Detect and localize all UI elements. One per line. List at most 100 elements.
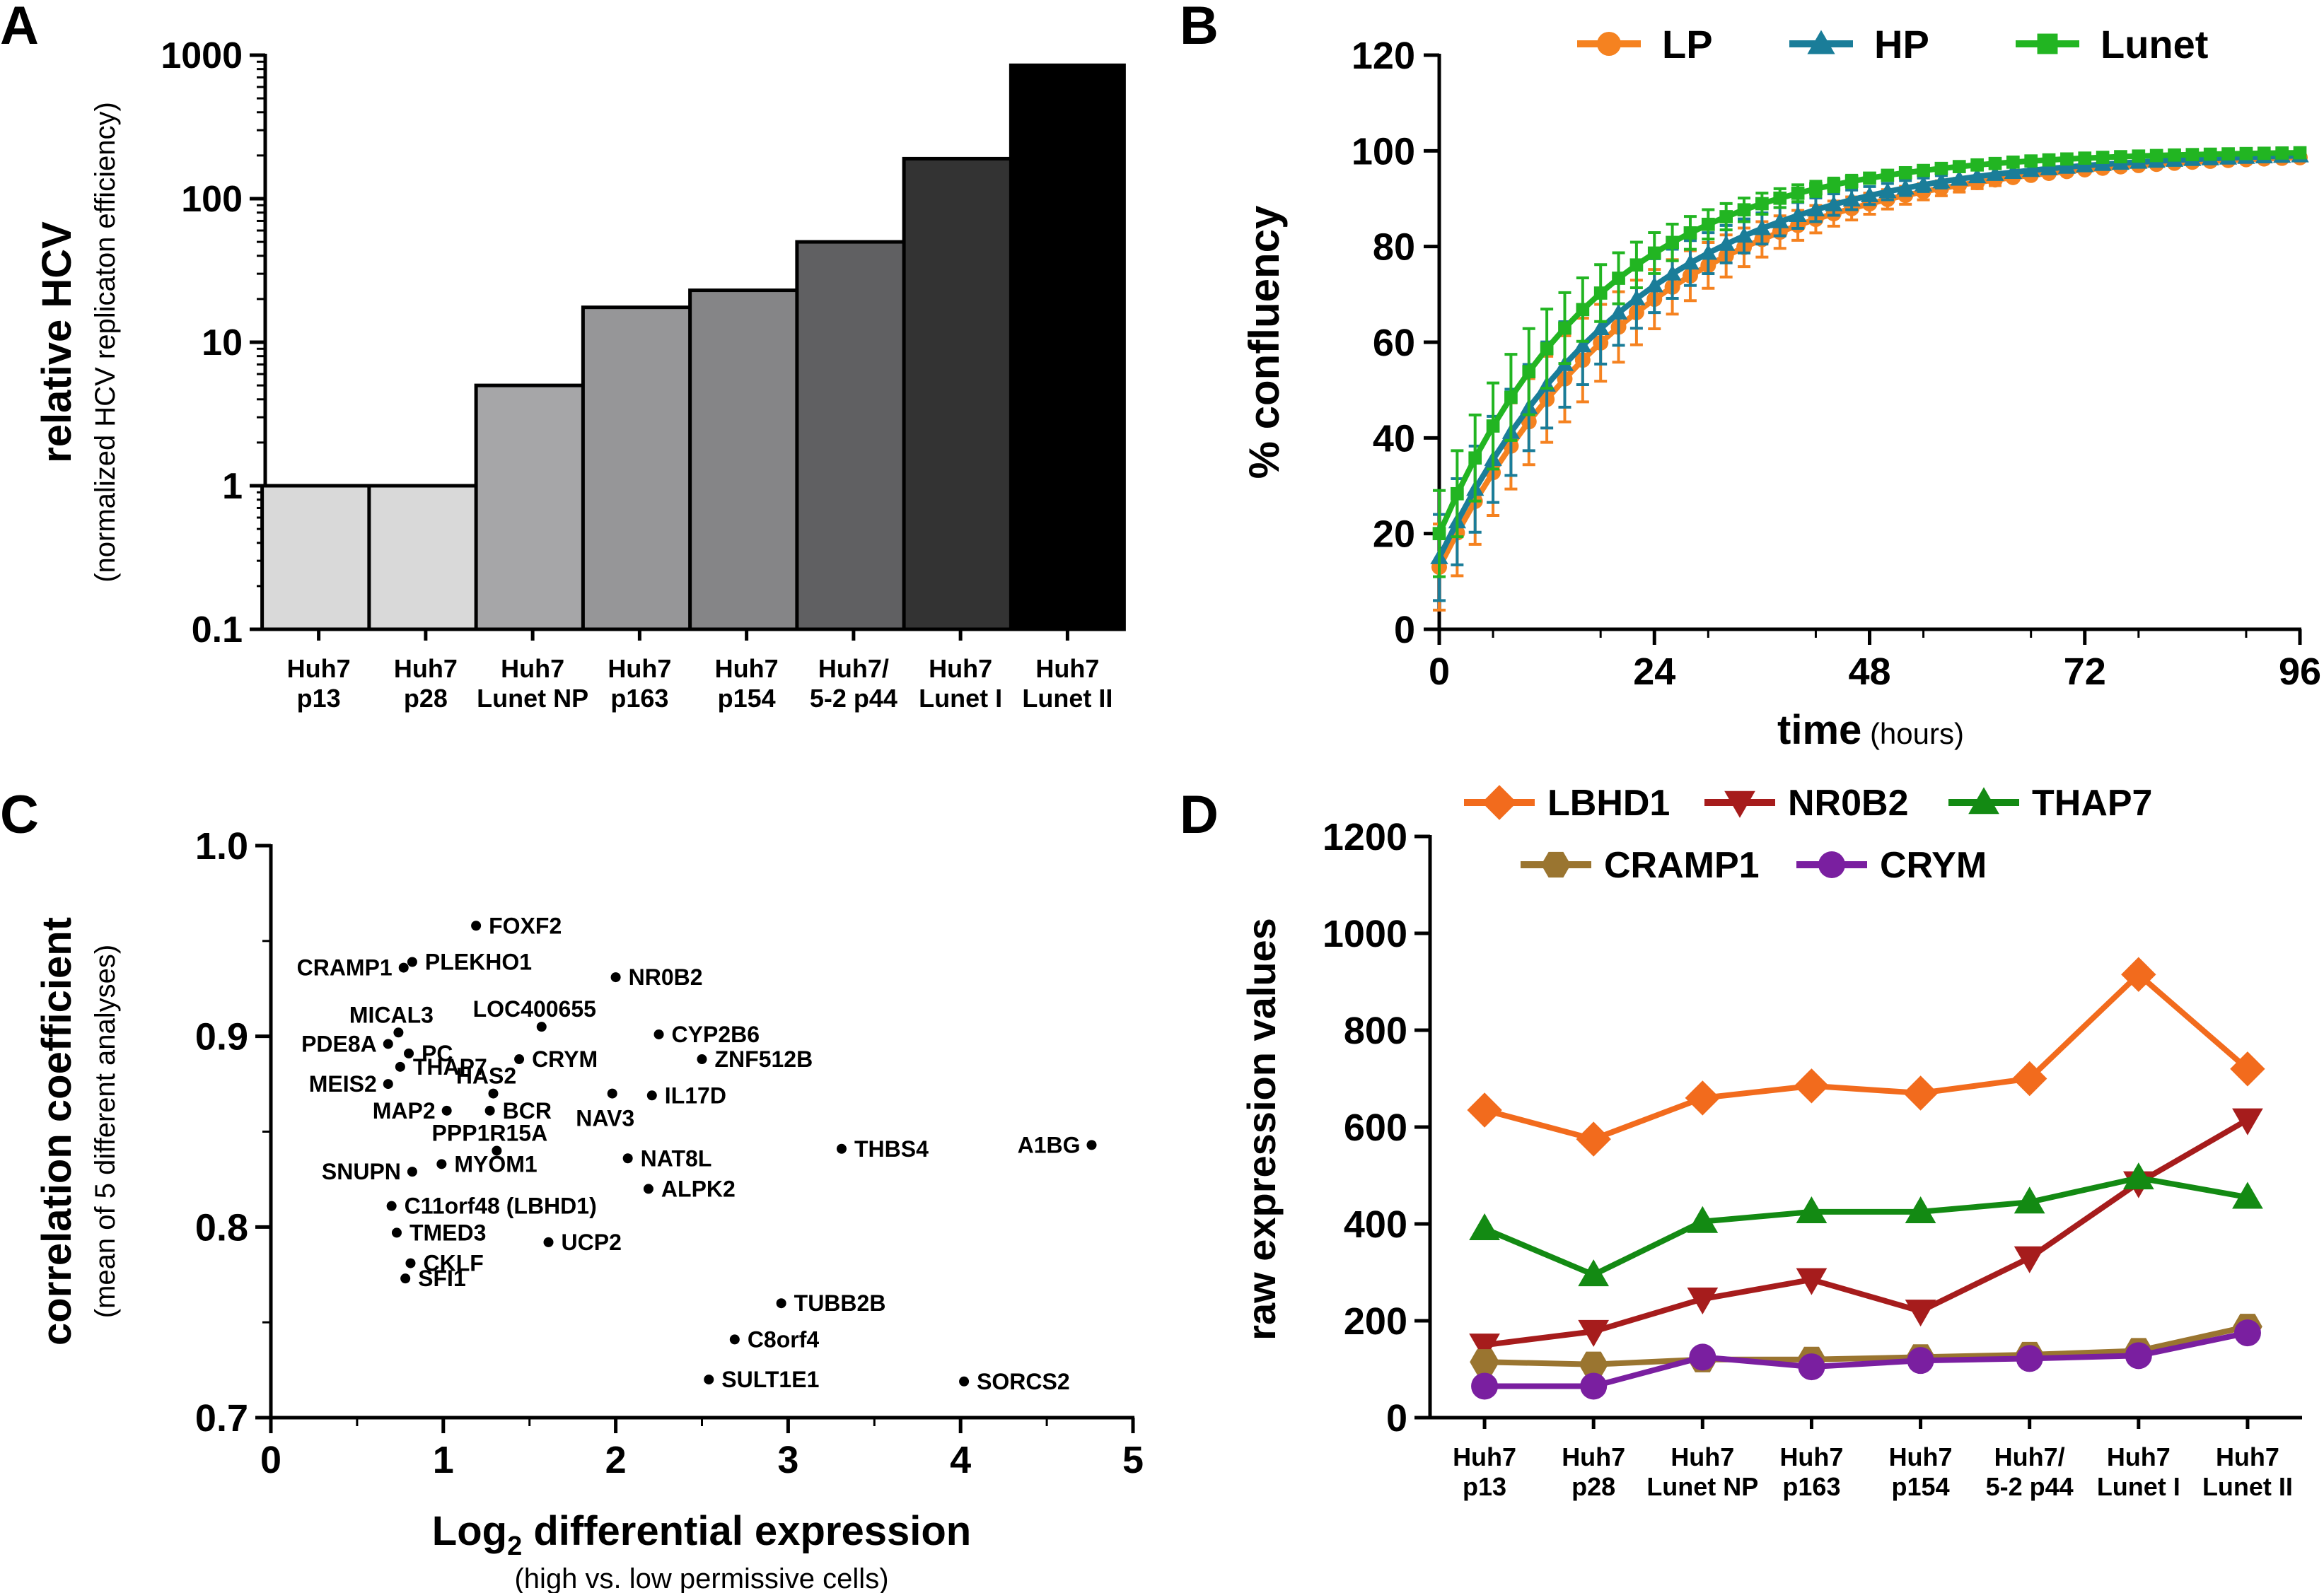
point-label: NAT8L — [641, 1145, 712, 1171]
y-tick-label: 400 — [1344, 1203, 1407, 1246]
data-point — [2078, 151, 2092, 165]
data-point — [1687, 1206, 1719, 1233]
data-point — [1593, 286, 1608, 300]
data-point — [643, 1184, 653, 1194]
point-label: THAP7 — [413, 1054, 487, 1080]
data-point — [1755, 197, 1769, 211]
data-point — [1663, 264, 1682, 281]
data-point — [1432, 527, 1446, 541]
data-point — [1486, 419, 1500, 433]
x-tick-label: 5 — [1122, 1439, 1144, 1481]
x-tick-label: Huh7 — [2216, 1442, 2279, 1471]
bar-8 — [1009, 63, 1126, 631]
y-tick-label: 60 — [1373, 322, 1415, 364]
x-axis-title: Log2 differential expression — [432, 1508, 971, 1561]
legend-marker — [2037, 33, 2058, 54]
x-tick-label: Huh7 — [394, 654, 458, 683]
y-tick-label: 600 — [1344, 1107, 1407, 1149]
legend-item-lp: LP — [1577, 22, 1713, 66]
data-point — [1469, 1213, 1500, 1240]
point-label: NAV3 — [576, 1106, 634, 1131]
point-label: FOXF2 — [489, 913, 562, 938]
x-tick-label: 5-2 p44 — [810, 684, 897, 713]
point-label: PDE8A — [301, 1031, 377, 1056]
data-point — [1612, 272, 1625, 285]
data-point — [1905, 1196, 1936, 1223]
data-point — [1469, 1334, 1500, 1361]
legend-marker — [1968, 787, 1999, 815]
gene-crym: CRYM — [514, 1046, 598, 1072]
x-tick-label: 24 — [1633, 650, 1675, 693]
x-tick-label: 2 — [605, 1439, 627, 1481]
data-point — [2016, 1345, 2043, 1372]
x-axis-subtitle: (high vs. low permissive cells) — [514, 1563, 888, 1593]
gene-thap7: THAP7 — [395, 1054, 487, 1080]
y-tick-label: 1 — [222, 466, 243, 507]
data-point — [729, 1334, 740, 1345]
data-point — [1666, 235, 1679, 250]
x-tick-label: Lunet II — [1022, 684, 1112, 713]
data-point — [697, 1054, 707, 1065]
data-point — [1988, 156, 2002, 170]
data-point — [959, 1376, 970, 1387]
data-point — [2149, 148, 2163, 163]
gene-thbs4: THBS4 — [836, 1136, 929, 1162]
y-axis-title: % confluency — [1241, 205, 1288, 479]
y-tick-label: 0.9 — [195, 1016, 248, 1058]
data-point — [436, 1159, 447, 1169]
x-tick-label: p28 — [404, 684, 448, 713]
bar-1 — [260, 484, 378, 631]
legend-item-hp: HP — [1789, 22, 1929, 66]
x-tick-label: Lunet I — [2097, 1472, 2180, 1501]
data-point — [1467, 1092, 1502, 1128]
data-point — [2232, 1108, 2263, 1136]
data-point — [1540, 342, 1554, 356]
data-point — [2024, 154, 2038, 168]
x-tick-label: Huh7 — [929, 654, 992, 683]
data-point — [1753, 219, 1771, 235]
data-point — [2057, 158, 2076, 174]
data-point — [2125, 1342, 2152, 1370]
data-point — [1791, 186, 1805, 200]
x-tick-label: 0 — [260, 1439, 281, 1481]
data-point — [2232, 1181, 2263, 1209]
bar-5 — [688, 288, 806, 631]
data-point — [1086, 1140, 1097, 1150]
gene-cyp2b6: CYP2B6 — [653, 1022, 760, 1047]
point-label: SULT1E1 — [721, 1367, 819, 1392]
data-point — [1794, 1068, 1830, 1104]
data-point — [404, 1048, 414, 1058]
legend-label: LP — [1662, 22, 1713, 66]
point-label: HAS2 — [456, 1063, 516, 1089]
data-point — [1627, 289, 1646, 305]
gene-bcr: BCR — [484, 1098, 552, 1124]
x-tick-label: Huh7 — [2107, 1442, 2171, 1471]
data-point — [1719, 210, 1733, 223]
bar-4 — [581, 305, 698, 631]
x-tick-label: 3 — [777, 1439, 798, 1481]
data-point — [1950, 170, 1968, 186]
data-point — [1917, 163, 1930, 177]
data-point — [400, 1273, 411, 1284]
y-axis-title: correlation coefficient — [34, 917, 80, 1346]
x-tick-label: Lunet NP — [477, 684, 588, 713]
series-lbhd1 — [1467, 957, 2265, 1157]
x-tick-label: Huh7 — [715, 654, 779, 683]
data-point — [407, 1167, 417, 1177]
x-tick-label: 0 — [1429, 650, 1450, 693]
y-tick-label: 1200 — [1323, 816, 1407, 858]
point-label: TUBB2B — [794, 1290, 886, 1316]
data-point — [1970, 158, 1984, 172]
bar-6 — [795, 240, 912, 631]
data-point — [1701, 217, 1715, 231]
data-point — [1881, 168, 1895, 182]
data-point — [1827, 178, 1841, 192]
y-tick-label: 1.0 — [195, 825, 248, 868]
data-point — [1504, 390, 1518, 404]
x-tick-label: 1 — [433, 1439, 454, 1481]
y-tick-label: 800 — [1344, 1010, 1407, 1052]
data-point — [1952, 160, 1966, 173]
point-label: C11orf48 (LBHD1) — [405, 1194, 597, 1219]
data-point — [2006, 156, 2020, 169]
gene-sfi1: SFI1 — [400, 1266, 466, 1291]
